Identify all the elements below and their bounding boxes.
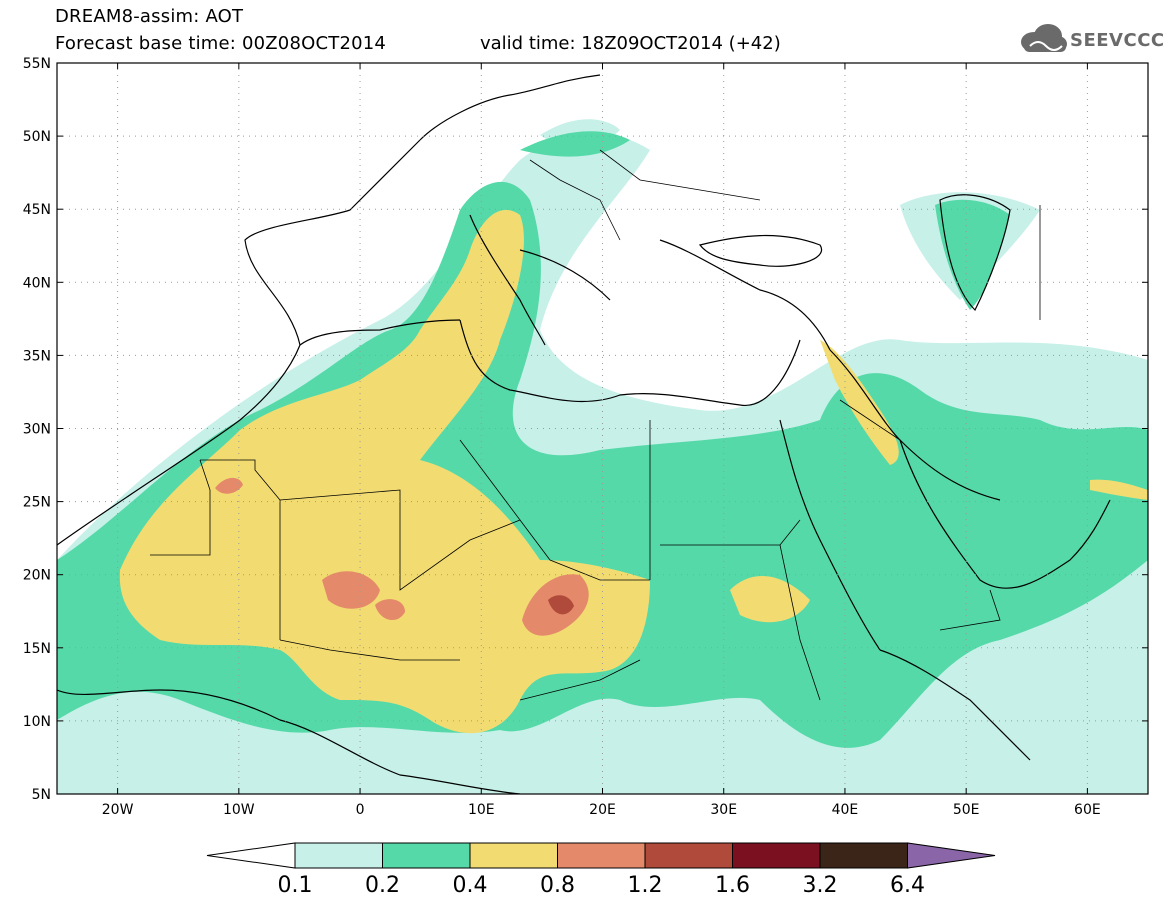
- seevccc-logo: SEEVCCC: [1018, 22, 1164, 58]
- lon-label: 30E: [710, 802, 737, 818]
- map-title: DREAM8-assim: AOT: [55, 6, 244, 27]
- aot-field: [57, 74, 1148, 794]
- lon-label: 50E: [953, 802, 980, 818]
- lat-label: 5N: [32, 787, 51, 803]
- lat-label: 40N: [23, 275, 51, 291]
- logo-text: SEEVCCC: [1070, 30, 1165, 51]
- lon-label: 20W: [102, 802, 134, 818]
- lat-label: 20N: [23, 568, 51, 584]
- lon-label: 10E: [468, 802, 495, 818]
- lon-label: 10W: [223, 802, 255, 818]
- colorbar-label: 0.4: [453, 873, 488, 898]
- colorbar-segment: [294, 842, 383, 869]
- valid-time: valid time: 18Z09OCT2014 (+42): [480, 33, 781, 54]
- colorbar-segment: [819, 842, 908, 869]
- lon-label: 40E: [832, 802, 859, 818]
- aot-region-0.8-c: [375, 599, 405, 621]
- colorbar-label: 0.1: [278, 873, 313, 898]
- longitude-labels: 20W 10W 0 10E 20E 30E 40E 50E 60E: [102, 802, 1101, 818]
- aot-region-0.4: [119, 209, 650, 734]
- aot-region-0.8-d: [215, 477, 243, 494]
- forecast-base-time: Forecast base time: 00Z08OCT2014: [55, 33, 387, 54]
- aot-region-0.2-caspian: [935, 199, 1010, 310]
- latitude-labels: 55N 50N 45N 40N 35N 30N 25N 20N 15N 10N 5N: [23, 56, 51, 803]
- colorbar-label: 1.6: [715, 873, 750, 898]
- colorbar-label: 0.2: [365, 873, 400, 898]
- colorbar-label: 0.8: [540, 873, 575, 898]
- colorbar-max-arrow: [907, 842, 996, 869]
- lat-label: 15N: [23, 641, 51, 657]
- colorbar-segment: [644, 842, 733, 869]
- axis-ticks: [57, 62, 1148, 795]
- colorbar-segment: [732, 842, 821, 869]
- lat-label: 10N: [23, 714, 51, 730]
- colorbar-label: 6.4: [890, 873, 925, 898]
- aot-region-0.4-red-sea: [730, 576, 810, 623]
- colorbar-label: 3.2: [803, 873, 838, 898]
- cloud-icon: [1021, 24, 1067, 52]
- lat-label: 45N: [23, 202, 51, 218]
- borders: [150, 149, 1041, 701]
- aot-region-0.4-gulf: [1090, 479, 1148, 500]
- lon-label: 0: [356, 802, 365, 818]
- lat-label: 55N: [23, 56, 51, 72]
- colorbar-min-arrow: [206, 842, 296, 869]
- colorbar-segment: [469, 842, 558, 869]
- aot-region-0.2-north: [520, 131, 630, 157]
- lat-label: 25N: [23, 495, 51, 511]
- lat-label: 50N: [23, 129, 51, 145]
- colorbar-segment: [382, 842, 471, 869]
- aot-region-1.2: [548, 595, 574, 615]
- lat-label: 35N: [23, 348, 51, 364]
- lon-label: 20E: [589, 802, 616, 818]
- aot-region-0.4-arabia: [820, 340, 899, 465]
- colorbar: 0.1 0.2 0.4 0.8 1.2 1.6 3.2 6.4: [206, 842, 996, 898]
- coastlines: [57, 74, 1111, 794]
- aot-region-0.8-a: [322, 571, 380, 609]
- colorbar-segment: [557, 842, 646, 869]
- colorbar-label: 1.2: [628, 873, 663, 898]
- lat-label: 30N: [23, 422, 51, 438]
- lon-label: 60E: [1074, 802, 1101, 818]
